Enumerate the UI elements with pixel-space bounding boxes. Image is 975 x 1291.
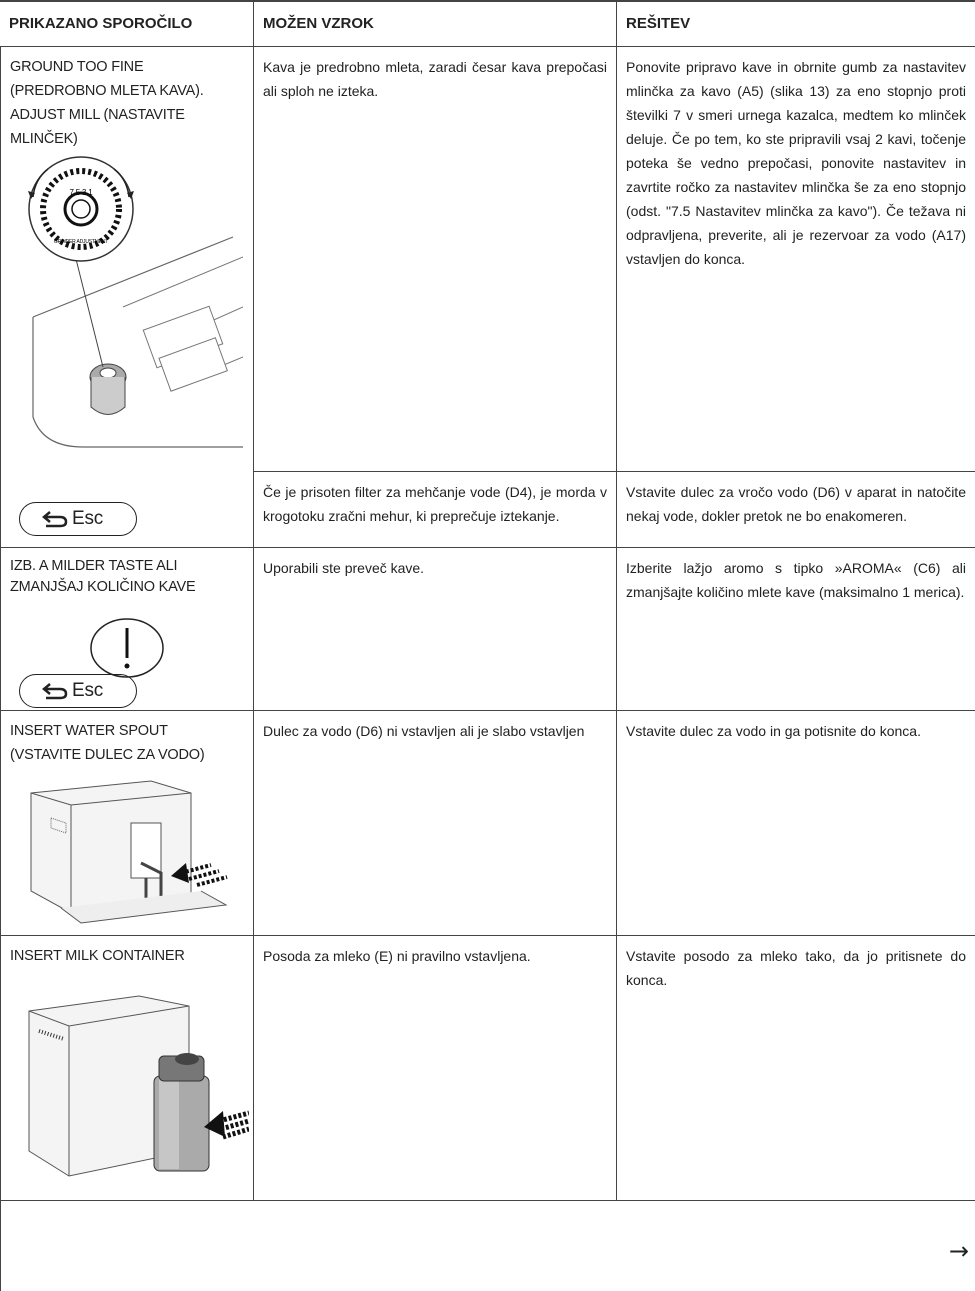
message-cell: GROUND TOO FINE (PREDROBNO MLETA KAVA). …	[0, 46, 253, 547]
back-icon	[42, 683, 68, 700]
message-text: GROUND TOO FINE (PREDROBNO MLETA KAVA). …	[10, 59, 204, 147]
cause-text: Posoda za mleko (E) ni pravilno vstavlje…	[263, 948, 531, 964]
continuation-row: →	[0, 1200, 975, 1291]
solution-cell: Izberite lažjo aromo s tipko »AROMA« (C6…	[616, 547, 975, 710]
cause-cell: Če je prisoten filter za mehčanje vode (…	[253, 471, 616, 547]
esc-button: Esc	[19, 674, 137, 708]
message-cell: IZB. A MILDER TASTE ALI ZMANJŠAJ KOLIČIN…	[0, 547, 253, 710]
solution-cell: Vstavite dulec za vročo vodo (D6) v apar…	[616, 471, 975, 547]
machine-illustration	[30, 780, 228, 924]
solution-cell: Ponovite pripravo kave in obrnite gumb z…	[616, 46, 975, 471]
message-cell: INSERT WATER SPOUT (VSTAVITE DULEC ZA VO…	[0, 710, 253, 935]
solution-text: Vstavite dulec za vročo vodo (D6) v apar…	[626, 484, 966, 524]
cause-cell: Uporabili ste preveč kave.	[253, 547, 616, 710]
header-cell: REŠITEV	[616, 0, 975, 46]
grinder-illustration: 7 5 3 1 GRINDER ADJUSTMENT	[28, 156, 243, 448]
cause-text: Dulec za vodo (D6) ni vstavljen ali je s…	[263, 723, 585, 739]
message-text: INSERT MILK CONTAINER	[10, 948, 185, 964]
esc-button: Esc	[19, 502, 137, 536]
machine-illustration	[28, 995, 249, 1177]
cause-text: Kava je predrobno mleta, zaradi česar ka…	[263, 59, 607, 99]
continuation-arrow: →	[948, 1237, 969, 1265]
back-icon	[42, 511, 68, 528]
cause-text: Uporabili ste preveč kave.	[263, 560, 425, 576]
dial-numbers: 7 5 3 1	[69, 188, 93, 197]
solution-text: Ponovite pripravo kave in obrnite gumb z…	[626, 59, 966, 267]
solution-text: Vstavite posodo za mleko tako, da jo pri…	[626, 948, 966, 988]
alert-icon	[90, 618, 164, 678]
solution-text: Vstavite dulec za vodo in ga potisnite d…	[626, 723, 921, 739]
cause-cell: Posoda za mleko (E) ni pravilno vstavlje…	[253, 935, 616, 1200]
header-cell: MOŽEN VZROK	[253, 0, 616, 46]
cause-text: Če je prisoten filter za mehčanje vode (…	[263, 484, 607, 524]
header-cell: PRIKAZANO SPOROČILO	[0, 0, 253, 46]
header-text: PRIKAZANO SPOROČILO	[9, 15, 193, 32]
message-text: IZB. A MILDER TASTE ALI ZMANJŠAJ KOLIČIN…	[10, 558, 196, 595]
solution-text: Izberite lažjo aromo s tipko »AROMA« (C6…	[626, 560, 966, 600]
header-text: MOŽEN VZROK	[263, 15, 374, 32]
message-cell: INSERT MILK CONTAINER	[0, 935, 253, 1200]
solution-cell: Vstavite dulec za vodo in ga potisnite d…	[616, 710, 975, 935]
button-text: Esc	[72, 508, 104, 529]
dial-label: GRINDER ADJUSTMENT	[54, 239, 108, 245]
cause-cell: Kava je predrobno mleta, zaradi česar ka…	[253, 46, 616, 471]
header-text: REŠITEV	[626, 15, 691, 32]
solution-cell: Vstavite posodo za mleko tako, da jo pri…	[616, 935, 975, 1200]
cause-cell: Dulec za vodo (D6) ni vstavljen ali je s…	[253, 710, 616, 935]
message-text: INSERT WATER SPOUT (VSTAVITE DULEC ZA VO…	[10, 723, 205, 763]
button-text: Esc	[72, 680, 104, 701]
